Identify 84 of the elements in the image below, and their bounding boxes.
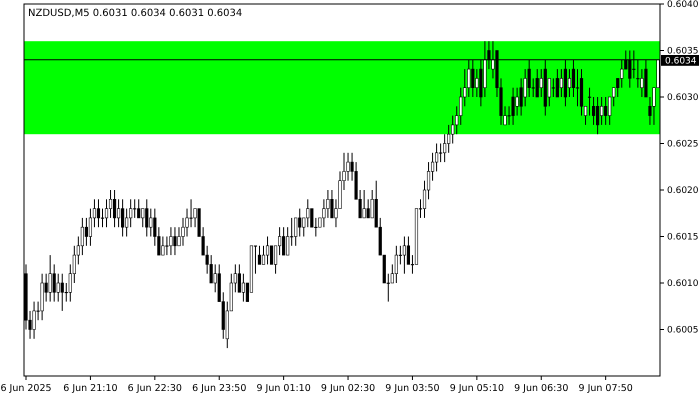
candlestick — [576, 68, 580, 107]
candlestick — [169, 226, 173, 256]
candlestick — [298, 208, 302, 237]
candlestick — [56, 273, 60, 302]
candlestick — [149, 208, 152, 237]
candlestick — [165, 236, 168, 256]
candlestick — [189, 198, 193, 228]
candlestick — [145, 198, 148, 237]
candlestick — [394, 245, 398, 284]
candlestick — [112, 190, 116, 228]
candlestick — [258, 245, 262, 265]
x-tick-label: 9 Jun 02:30 — [320, 383, 376, 394]
y-tick-label: 0.6020 — [667, 186, 699, 196]
candlestick — [141, 208, 144, 228]
candlestick — [330, 190, 334, 218]
candlestick — [133, 198, 136, 218]
candlestick — [108, 190, 112, 218]
candlestick — [552, 78, 555, 98]
candlestick — [185, 208, 189, 237]
candlestick — [511, 87, 515, 126]
candlestick — [556, 68, 559, 98]
candlestick — [439, 143, 442, 163]
candlestick — [560, 68, 563, 98]
y-tick-label: 0.6035 — [667, 46, 698, 56]
x-tick-label: 6 Jun 21:10 — [63, 383, 118, 394]
candlestick — [459, 87, 462, 126]
candlestick — [181, 217, 185, 246]
candlestick — [600, 96, 604, 126]
candlestick — [177, 226, 181, 246]
candlestick — [362, 190, 366, 218]
candlestick — [238, 264, 241, 293]
y-tick-label: 0.6030 — [667, 93, 699, 103]
candlestick — [161, 236, 164, 256]
candlestick — [592, 96, 596, 126]
candlestick — [326, 190, 330, 218]
candlestick — [306, 198, 310, 228]
candlestick — [270, 245, 274, 265]
candlestick — [322, 198, 326, 228]
candlestick — [402, 236, 406, 274]
candlestick — [366, 198, 370, 218]
y-tick-label: 0.6010 — [667, 279, 699, 289]
candlestick — [137, 198, 140, 218]
candlestick — [640, 68, 644, 98]
candlestick — [282, 226, 286, 256]
ref-line-label: 0.6034 — [665, 56, 697, 67]
candlestick — [60, 273, 64, 312]
candlestick — [173, 226, 177, 256]
candlestick — [121, 198, 124, 237]
candlestick — [588, 87, 592, 116]
y-tick-label: 0.6040 — [667, 0, 699, 10]
x-tick-label: 9 Jun 06:30 — [514, 383, 568, 394]
candlestick — [52, 264, 56, 302]
y-tick-label: 0.6015 — [667, 232, 698, 242]
candlestick — [88, 208, 92, 246]
x-tick-label: 9 Jun 01:10 — [256, 383, 311, 394]
x-tick-label: 9 Jun 05:10 — [450, 383, 504, 394]
candlestick — [96, 198, 100, 228]
candlestick — [568, 68, 572, 98]
candlestick — [129, 198, 132, 228]
candlestick — [266, 236, 270, 265]
candlestick — [116, 198, 120, 228]
y-tick-label: 0.6005 — [667, 326, 698, 336]
y-tick-label: 0.6025 — [667, 140, 698, 150]
candlestick — [475, 68, 478, 98]
candlestick — [100, 208, 104, 228]
x-tick-label: 6 Jun 22:30 — [128, 383, 182, 394]
candlestick — [84, 217, 88, 246]
x-tick-label: 6 Jun 2025 — [0, 383, 52, 394]
candlestick — [604, 96, 608, 126]
candlestick — [48, 254, 52, 302]
x-tick-label: 6 Jun 23:50 — [192, 383, 246, 394]
candlestick — [406, 236, 410, 265]
candlestick — [32, 301, 36, 340]
candlestick — [242, 273, 245, 302]
candlestick — [516, 87, 519, 116]
x-tick-label: 9 Jun 07:50 — [578, 383, 633, 394]
candlestick — [346, 152, 350, 182]
candlestick — [262, 245, 266, 265]
chart-title: NZDUSD,M5 0.6031 0.6034 0.6031 0.6034 — [28, 8, 242, 19]
x-tick-label: 9 Jun 03:50 — [385, 383, 440, 394]
candlestick — [434, 143, 438, 172]
candlestick — [104, 198, 108, 228]
candlestick — [596, 96, 600, 135]
candlestick — [536, 68, 539, 98]
